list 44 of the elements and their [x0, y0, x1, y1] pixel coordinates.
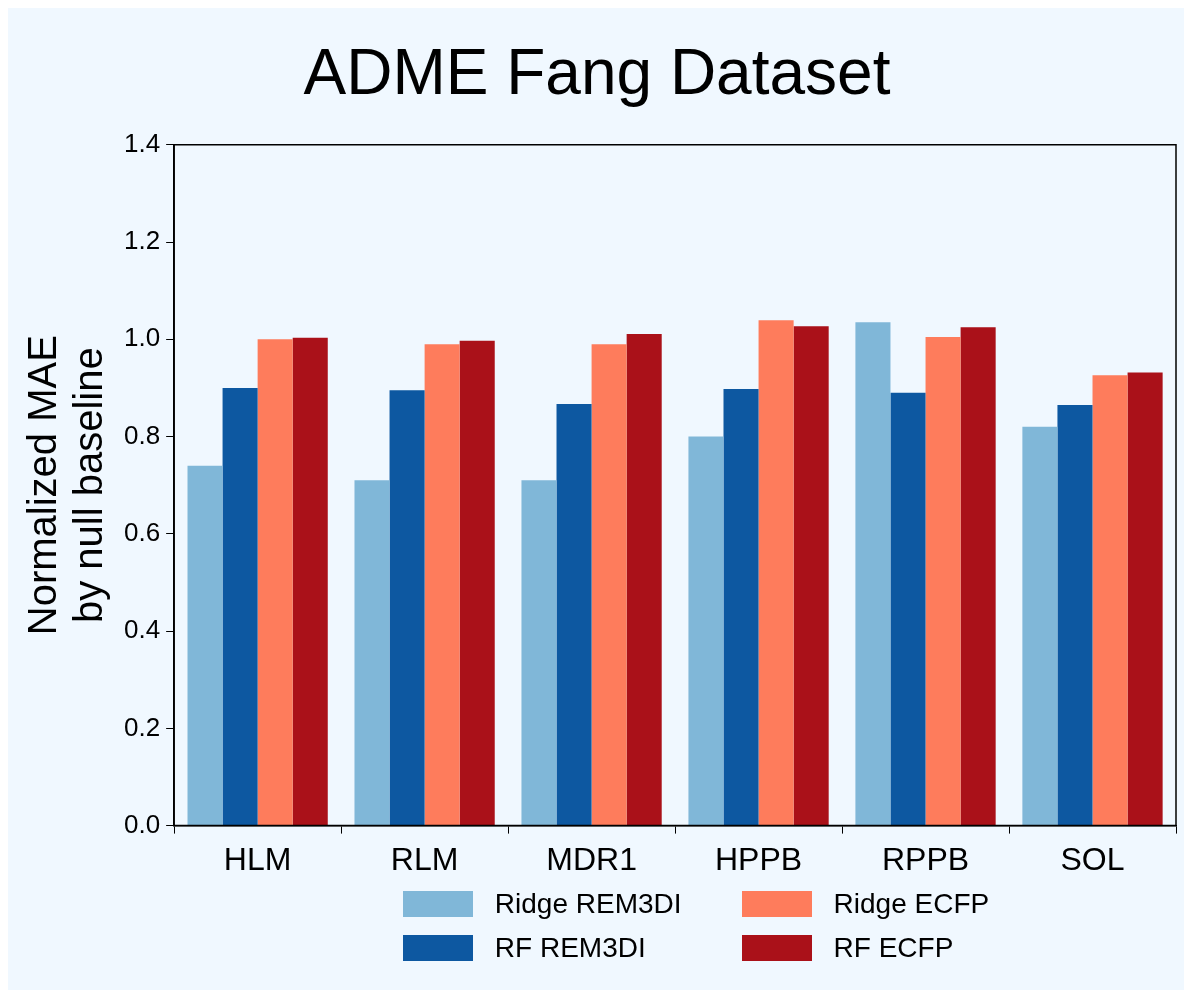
x-tick-label: RPPB — [881, 840, 970, 877]
bar — [688, 436, 724, 826]
bar — [855, 322, 891, 826]
x-tick-label: HPPB — [714, 840, 803, 877]
bar — [925, 336, 961, 826]
bar — [292, 337, 328, 826]
bar — [626, 333, 662, 826]
bar — [556, 403, 592, 826]
bar — [1127, 372, 1163, 826]
bar — [758, 320, 794, 826]
bar — [1057, 404, 1093, 826]
y-tick-label: 0.8 — [123, 419, 161, 450]
bar — [354, 480, 390, 826]
bar — [389, 390, 425, 826]
y-tick-label: 0.4 — [123, 614, 161, 645]
y-tick-label: 0.0 — [123, 808, 161, 839]
x-tick-label: HLM — [223, 840, 292, 877]
y-tick-label: 1.0 — [123, 322, 161, 353]
legend-label: RF REM3DI — [494, 932, 646, 964]
bar — [187, 465, 223, 826]
legend-label: Ridge ECFP — [833, 888, 990, 920]
y-tick-label: 0.2 — [123, 711, 161, 742]
bar — [521, 480, 557, 826]
bar — [459, 340, 495, 826]
x-tick-label: SOL — [1060, 840, 1125, 877]
bar — [1022, 426, 1058, 826]
y-tick-label: 0.6 — [123, 517, 161, 547]
x-tick-label: MDR1 — [546, 840, 637, 877]
bar — [890, 392, 926, 826]
chart-title: ADME Fang Dataset — [303, 36, 891, 109]
legend-label: RF ECFP — [833, 932, 954, 964]
bar — [960, 327, 996, 826]
bar — [222, 387, 258, 826]
bar — [424, 344, 460, 826]
x-tick-label: RLM — [390, 840, 459, 877]
y-tick-label: 1.4 — [123, 127, 161, 158]
y-tick-label: 1.2 — [123, 225, 161, 256]
bar — [793, 326, 829, 826]
bar — [591, 344, 627, 826]
bar — [723, 388, 759, 826]
y-axis-title: Normalized MAE by null baseline — [20, 335, 111, 636]
bar — [1092, 375, 1128, 826]
legend-label: Ridge REM3DI — [494, 888, 682, 920]
bar — [257, 339, 293, 826]
